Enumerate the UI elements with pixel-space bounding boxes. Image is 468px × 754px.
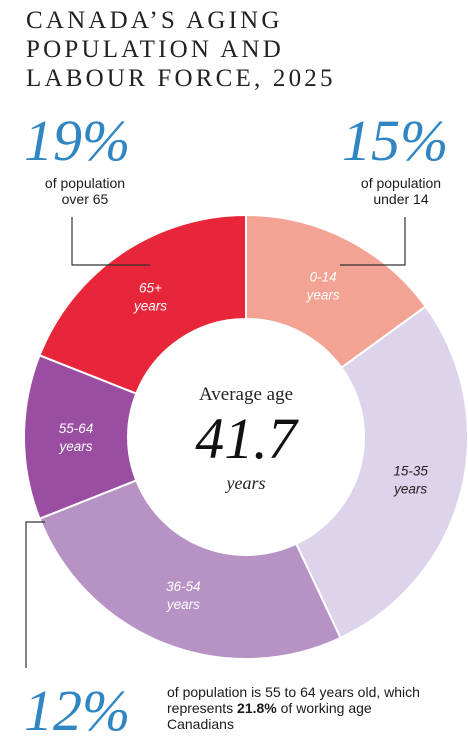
slice-label-3-line-1: 55-64 — [59, 421, 94, 436]
leader-line-under-14 — [340, 217, 406, 266]
stat-under-14-line-1: of population — [360, 175, 442, 191]
slice-label-1-line-1: 15-35 — [393, 463, 428, 478]
slice-label-4-line-2: years — [133, 298, 167, 313]
slice-label-0-line-2: years — [306, 288, 340, 303]
title-line-1: CANADA’S AGING — [26, 7, 283, 34]
stat-over-65-line-1: of population — [44, 175, 126, 191]
center-value: 41.7 — [195, 406, 299, 471]
slice-label-2-line-1: 36-54 — [166, 579, 201, 594]
title-line-2: POPULATION AND — [26, 36, 285, 63]
donut-slice-labels: 0-14 years 15-35 years 36-54 years 55-64 years 6… — [58, 270, 428, 613]
stat-55-64-highlight: 21.8% — [237, 700, 277, 716]
stat-55-64-text-a: of population is 55 to 64 years old, whi… — [167, 684, 420, 716]
leader-line-55-64 — [25, 521, 45, 668]
center-title: Average age — [199, 384, 293, 405]
donut-slice-4 — [38, 213, 247, 395]
slice-label-3-line-2: years — [58, 439, 92, 454]
stat-55-64-text-b: of working age Canadians — [167, 700, 372, 732]
slice-label-1-line-2: years — [393, 481, 427, 496]
leader-lines — [25, 217, 406, 668]
chart-title: CANADA’S AGING POPULATION AND LABOUR FOR… — [26, 6, 336, 93]
slice-label-4-line-1: 65+ — [139, 280, 162, 295]
stat-55-64-value: 12% — [24, 678, 131, 743]
donut-slice-1 — [294, 305, 468, 640]
donut-slices — [23, 213, 468, 660]
stat-over-65-line-2: over 65 — [61, 191, 109, 207]
title-line-3: LABOUR FORCE, 2025 — [26, 65, 336, 92]
stat-over-65-value: 19% — [24, 108, 131, 173]
stat-over-65-label: of population over 65 — [20, 175, 150, 207]
center-unit: years — [225, 473, 266, 493]
stat-under-14-label: of population under 14 — [336, 175, 466, 207]
leader-line-over-65 — [71, 217, 150, 266]
donut-slice-2 — [38, 479, 342, 660]
stat-under-14-line-2: under 14 — [373, 191, 429, 207]
stat-55-64-label: of population is 55 to 64 years old, whi… — [167, 684, 437, 732]
slice-label-2-line-2: years — [166, 597, 200, 612]
slice-label-0-line-1: 0-14 — [310, 270, 337, 285]
stat-under-14-value: 15% — [342, 108, 449, 173]
